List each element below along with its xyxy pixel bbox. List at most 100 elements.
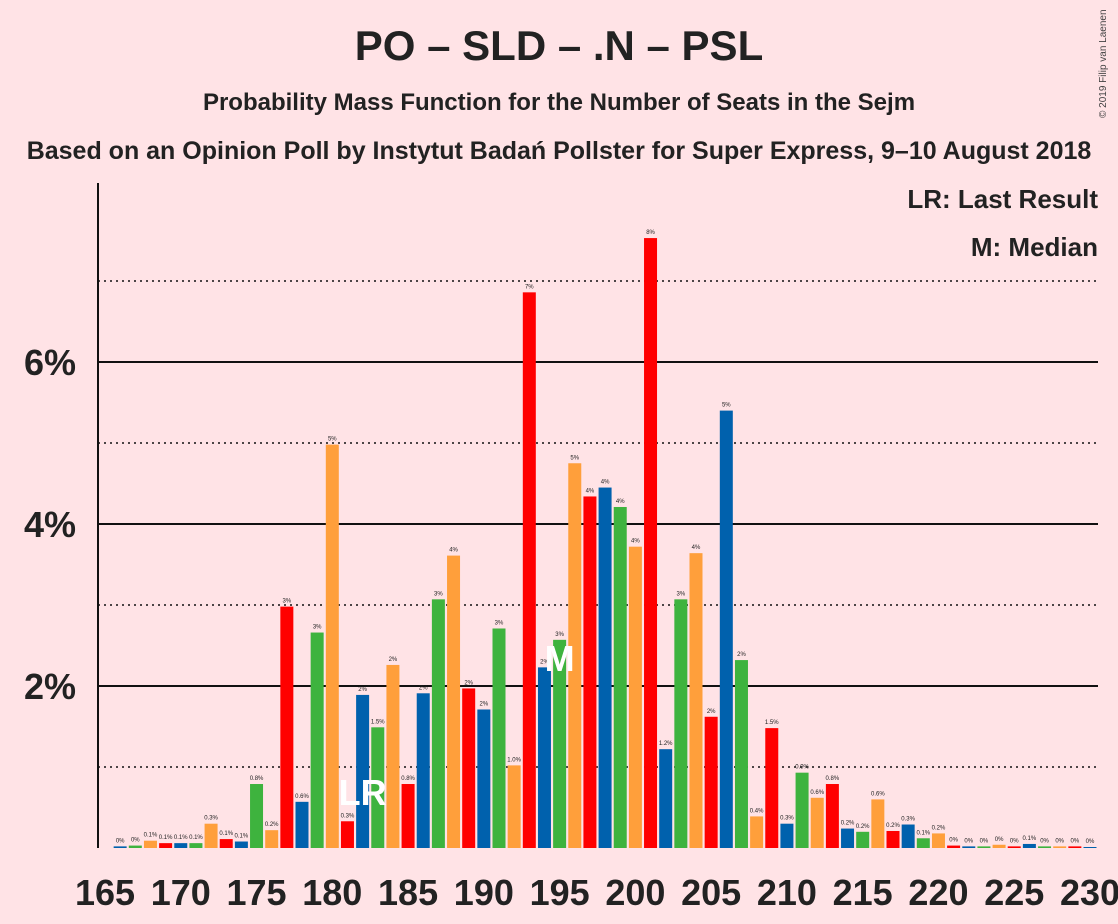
bar-value-label: 2% [389,657,398,663]
bar-seat-217 [886,830,900,848]
bar-value-label: 0.6% [810,790,824,796]
bar-value-label: 0.1% [189,835,203,841]
bar-value-label: 1.5% [765,720,779,726]
bar-value-label: 0.2% [886,823,900,829]
bar-value-label: 8% [646,230,655,236]
bar-value-label: 4% [586,488,595,494]
chart-source-subtitle: Based on an Opinion Poll by Instytut Bad… [26,137,1092,165]
bar-value-label: 0.2% [856,824,870,830]
bar-seat-172 [204,823,218,848]
bar-value-label: 0.6% [871,791,885,797]
bar-seat-195 [553,639,567,848]
bar-value-label: 2% [358,687,367,693]
bar-seat-209 [765,728,779,848]
bar-seat-197 [583,496,597,848]
bar-seat-196 [568,463,582,848]
bar-value-label: 2% [464,680,473,686]
bar-seat-180 [325,444,339,848]
bar-seat-214 [841,828,855,848]
bar-seat-182 [356,694,370,848]
bar-value-label: 2% [419,685,428,691]
bar-value-label: 7% [525,284,534,290]
bar-value-label: 0.1% [235,834,249,840]
bar-seat-210 [780,823,794,848]
bar-value-label: 3% [434,591,443,597]
bar-seat-189 [462,688,476,848]
bar-seat-176 [265,830,279,848]
bar-seat-175 [250,784,264,848]
axes-group: 2% 4% 6% 165 170 175 180 185 190 195 200 205 210 215 2… [24,183,1118,913]
bar-seat-183 [371,727,385,848]
bar-seat-200 [628,546,642,848]
bar-seat-173 [219,839,233,848]
bar-seat-222 [962,846,976,848]
bar-seat-169 [159,843,173,848]
bar-value-label: 3% [555,632,564,638]
bar-value-label: 2% [480,701,489,707]
bar-value-label: 5% [570,455,579,461]
chart-subtitle: Probability Mass Function for the Number… [202,89,916,116]
last-result-marker: LR [339,772,387,813]
x-tick-label: 175 [226,872,286,913]
x-tick-label: 225 [984,872,1044,913]
bar-value-label: 5% [328,437,337,443]
x-tick-label: 195 [530,872,590,913]
bar-value-label: 0.4% [750,808,764,814]
x-tick-label: 185 [378,872,438,913]
bar-value-label: 0.1% [159,835,173,841]
bar-value-label: 0% [949,838,958,844]
bar-seat-171 [189,843,203,848]
bar-value-label: 0.1% [174,835,188,841]
bar-seat-218 [901,824,915,848]
bar-value-label: 1.2% [659,741,673,747]
bar-seat-168 [143,840,157,848]
x-tick-label: 220 [908,872,968,913]
bar-seat-198 [598,487,612,848]
bar-seat-212 [810,797,824,848]
bar-value-label: 0.3% [780,816,794,822]
bar-value-label: 0% [1086,839,1095,845]
bar-seat-174 [234,841,248,848]
bar-seat-202 [659,749,673,848]
x-tick-label: 205 [681,872,741,913]
bar-value-label: 0.9% [795,765,809,771]
bar-seat-181 [340,821,354,848]
bar-value-label: 4% [601,480,610,486]
bar-value-label: 2% [737,652,746,658]
bar-value-label: 1.5% [371,719,385,725]
bar-seat-230 [1083,847,1097,848]
bar-seat-211 [795,772,809,848]
gridlines [98,280,1098,768]
bar-value-label: 0% [964,838,973,844]
bar-value-label: 0.3% [901,817,915,823]
bar-seat-187 [431,599,445,848]
bar-seat-226 [1022,843,1036,848]
bar-seat-220 [931,833,945,848]
median-marker: M [545,638,575,679]
bar-value-label: 4% [692,545,701,551]
y-tick-label: 6% [24,342,76,383]
x-tick-label: 230 [1060,872,1118,913]
bar-value-label: 0.2% [841,821,855,827]
bar-value-label: 4% [449,548,458,554]
value-labels-group: 0% 0%0.1% 0.1% 0.1% 0.1%0.3%0.1% 0.1%0.8%0.2%… [116,230,1095,845]
bar-seat-188 [447,555,461,848]
bar-seat-170 [174,843,188,848]
bar-value-label: 0.8% [250,776,264,782]
chart-title: PO – SLD – .N – PSL [354,22,764,69]
x-tick-label: 210 [757,872,817,913]
bar-seat-223 [977,846,991,848]
bar-seat-229 [1068,846,1082,848]
bar-seat-207 [734,660,748,848]
bar-seat-179 [310,632,324,848]
bar-seat-178 [295,801,309,848]
bar-value-label: 0% [1040,838,1049,844]
bars-group [113,238,1097,849]
bar-value-label: 3% [495,620,504,626]
bar-value-label: 2% [540,659,549,665]
bar-seat-203 [674,599,688,848]
bar-value-label: 3% [677,591,686,597]
bar-value-label: 0.3% [341,813,355,819]
bar-seat-216 [871,799,885,848]
bar-value-label: 2% [707,709,716,715]
